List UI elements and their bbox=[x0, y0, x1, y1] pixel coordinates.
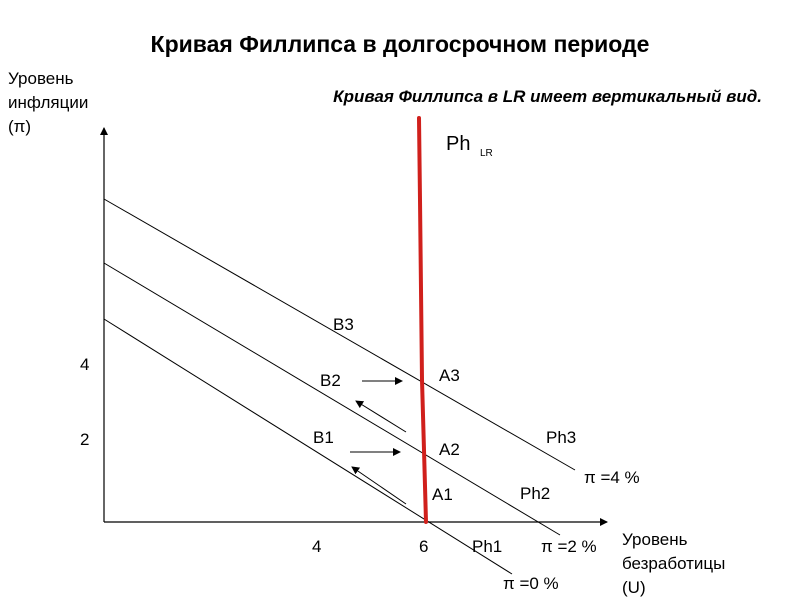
ph-lr-curve bbox=[417, 116, 428, 524]
ph1-expectation: π =0 % bbox=[503, 574, 559, 593]
x-tick-6: 6 bbox=[419, 537, 428, 556]
y-axis-label-line1: Уровень bbox=[8, 69, 74, 88]
ph-lr-subscript: LR bbox=[480, 148, 493, 159]
ph1-label: Ph1 bbox=[472, 537, 502, 556]
x-axis-label-line1: Уровень bbox=[622, 530, 688, 549]
ph3-label: Ph3 bbox=[546, 428, 576, 447]
point-b3-label: B3 bbox=[333, 315, 354, 334]
point-b2-label: B2 bbox=[320, 371, 341, 390]
y-axis-label-line2: инфляции bbox=[8, 93, 88, 112]
ph2-label: Ph2 bbox=[520, 484, 550, 503]
ph1-curve bbox=[103, 318, 513, 575]
x-tick-4: 4 bbox=[312, 537, 321, 556]
y-tick-2: 2 bbox=[80, 430, 89, 449]
y-axis-label-line3: (π) bbox=[8, 117, 31, 136]
x-axis-label-line3: (U) bbox=[622, 578, 646, 597]
y-tick-4: 4 bbox=[80, 355, 89, 374]
ph3-curve bbox=[103, 198, 576, 471]
point-b1-label: B1 bbox=[313, 428, 334, 447]
arrow-a1-to-b1 bbox=[351, 466, 407, 505]
ph3-expectation: π =4 % bbox=[584, 468, 640, 487]
diagram-subtitle: Кривая Филлипса в LR имеет вертикальный … bbox=[333, 87, 762, 106]
point-a3-label: A3 bbox=[439, 366, 460, 385]
diagram-title: Кривая Филлипса в долгосрочном периоде bbox=[151, 31, 650, 57]
ph2-expectation: π =2 % bbox=[541, 537, 597, 556]
ph-lr-label: Ph bbox=[446, 133, 470, 155]
point-a1-label: A1 bbox=[432, 485, 453, 504]
x-axis-label-line2: безработицы bbox=[622, 554, 725, 573]
ph2-curve bbox=[103, 262, 561, 536]
arrow-a2-to-b2 bbox=[355, 400, 407, 433]
point-a2-label: A2 bbox=[439, 440, 460, 459]
